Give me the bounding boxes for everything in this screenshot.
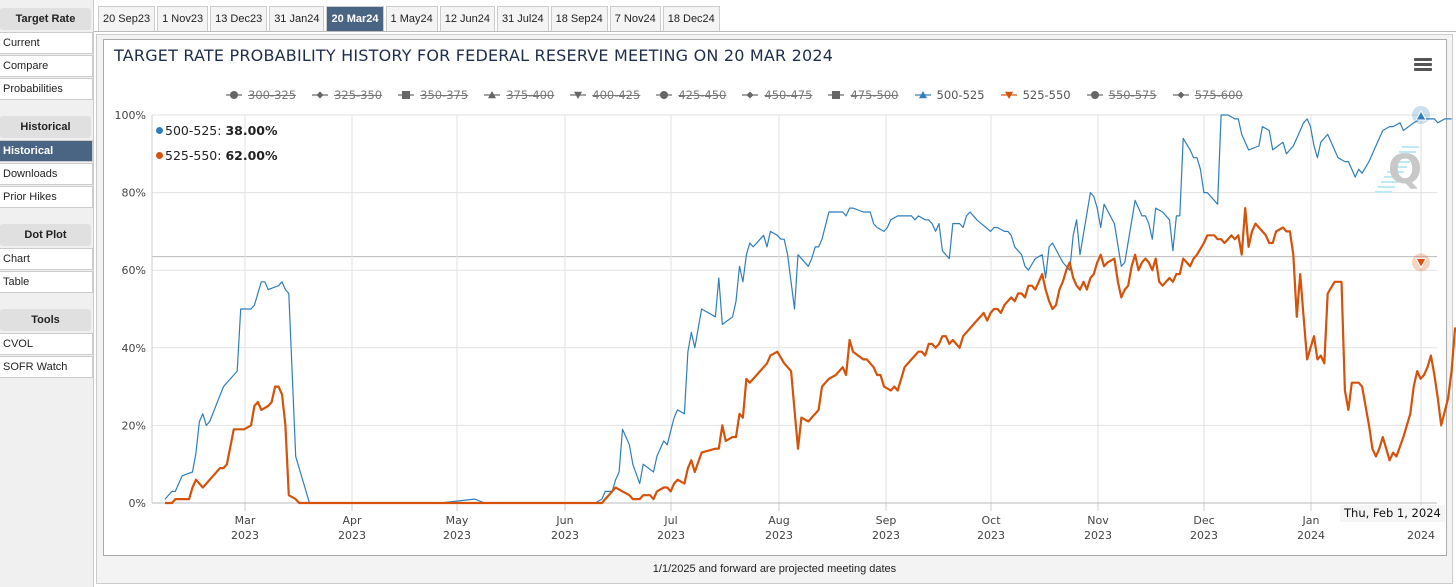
legend-item-325-350[interactable]: 325-350 xyxy=(312,88,382,102)
series-dot-525-550 xyxy=(156,152,163,159)
triangle-marker-icon xyxy=(914,91,931,99)
square-marker-icon xyxy=(828,91,845,99)
legend-label: 400-425 xyxy=(592,88,641,102)
meeting-date-tabs: 20 Sep23 1 Nov23 13 Dec23 31 Jan24 20 Mar24 1… xyxy=(98,6,722,32)
sidebar-section-header: Tools xyxy=(0,309,91,331)
legend-item-400-425[interactable]: 400-425 xyxy=(570,88,640,102)
legend-label: 550-575 xyxy=(1108,88,1157,102)
hover-date-tooltip: Thu, Feb 1, 2024 xyxy=(1340,505,1445,522)
series-dot-500-525 xyxy=(156,127,163,134)
sidebar-item-sofr-watch[interactable]: SOFR Watch xyxy=(0,356,93,378)
diamond-marker-icon xyxy=(742,91,759,99)
legend-item-525-550[interactable]: 525-550 xyxy=(1000,88,1071,102)
hover-row-525-550: 525-550: 62.00% xyxy=(156,143,278,168)
chart-container xyxy=(103,39,1447,556)
legend-label: 375-400 xyxy=(506,88,555,102)
sidebar-item-probabilities[interactable]: Probabilities xyxy=(0,78,93,100)
square-marker-icon xyxy=(398,91,415,99)
legend-item-300-325[interactable]: 300-325 xyxy=(226,88,296,102)
sidebar-item-table[interactable]: Table xyxy=(0,271,93,293)
sidebar-section-header: Dot Plot xyxy=(0,224,91,246)
tab-7-nov24[interactable]: 7 Nov24 xyxy=(609,6,661,32)
legend-item-425-450[interactable]: 425-450 xyxy=(656,88,726,102)
sidebar-item-current[interactable]: Current xyxy=(0,32,93,54)
legend-item-550-575[interactable]: 550-575 xyxy=(1086,88,1157,102)
legend-label: 425-450 xyxy=(678,88,727,102)
sidebar-section-header: Historical xyxy=(0,116,91,138)
tab-1-may24[interactable]: 1 May24 xyxy=(385,6,438,32)
triangle-down-marker-icon xyxy=(570,91,587,99)
sidebar-item-cvol[interactable]: CVOL xyxy=(0,333,93,355)
chart-title: TARGET RATE PROBABILITY HISTORY FOR FEDE… xyxy=(114,46,834,65)
tab-divider xyxy=(94,31,1456,32)
triangle-marker-icon xyxy=(484,91,501,99)
tab-18-sep24[interactable]: 18 Sep24 xyxy=(550,6,608,32)
legend-label: 500-525 xyxy=(936,88,985,102)
circle-marker-icon xyxy=(1086,91,1103,99)
legend-label: 575-600 xyxy=(1194,88,1243,102)
sidebar-item-historical[interactable]: Historical xyxy=(0,140,93,162)
legend-label: 450-475 xyxy=(764,88,813,102)
tab-18-dec24[interactable]: 18 Dec24 xyxy=(662,6,720,32)
hover-values: 500-525: 38.00% 525-550: 62.00% xyxy=(156,118,278,168)
legend-item-475-500[interactable]: 475-500 xyxy=(828,88,899,102)
hover-value: 38.00% xyxy=(225,123,278,138)
sidebar-item-downloads[interactable]: Downloads xyxy=(0,163,93,185)
hover-row-500-525: 500-525: 38.00% xyxy=(156,118,278,143)
tab-1-nov23[interactable]: 1 Nov23 xyxy=(157,6,209,32)
chart-legend: 300-325 325-350 350-375 375-400 400-425 425-4… xyxy=(226,88,1259,102)
legend-item-450-475[interactable]: 450-475 xyxy=(742,88,812,102)
sidebar: Target Rate Current Compare Probabilities Hi… xyxy=(0,0,94,587)
hover-label: 500-525: xyxy=(165,123,222,138)
legend-item-500-525[interactable]: 500-525 xyxy=(914,88,985,102)
legend-item-350-375[interactable]: 350-375 xyxy=(398,88,468,102)
tab-20-mar24[interactable]: 20 Mar24 xyxy=(326,6,384,32)
diamond-marker-icon xyxy=(1172,91,1189,99)
footer-note: 1/1/2025 and forward are projected meeti… xyxy=(652,563,897,575)
sidebar-item-chart[interactable]: Chart xyxy=(0,248,93,270)
hover-label: 525-550: xyxy=(165,148,222,163)
legend-label: 325-350 xyxy=(334,88,383,102)
legend-item-575-600[interactable]: 575-600 xyxy=(1172,88,1243,102)
hamburger-menu-icon[interactable] xyxy=(1414,58,1432,72)
diamond-marker-icon xyxy=(312,91,329,99)
circle-marker-icon xyxy=(656,91,673,99)
sidebar-section-header: Target Rate xyxy=(0,8,91,30)
circle-marker-icon xyxy=(226,91,242,99)
sidebar-item-prior-hikes[interactable]: Prior Hikes xyxy=(0,186,93,208)
hover-value: 62.00% xyxy=(225,148,278,163)
tab-13-dec23[interactable]: 13 Dec23 xyxy=(210,6,268,32)
triangle-down-marker-icon xyxy=(1000,91,1017,99)
sidebar-item-compare[interactable]: Compare xyxy=(0,55,93,77)
legend-item-375-400[interactable]: 375-400 xyxy=(484,88,554,102)
tab-12-jun24[interactable]: 12 Jun24 xyxy=(439,6,496,32)
legend-label: 300-325 xyxy=(248,88,297,102)
legend-label: 525-550 xyxy=(1022,88,1071,102)
tab-31-jan24[interactable]: 31 Jan24 xyxy=(269,6,325,32)
tab-31-jul24[interactable]: 31 Jul24 xyxy=(497,6,549,32)
legend-label: 475-500 xyxy=(850,88,899,102)
tab-20-sep23[interactable]: 20 Sep23 xyxy=(98,6,156,32)
legend-label: 350-375 xyxy=(420,88,469,102)
